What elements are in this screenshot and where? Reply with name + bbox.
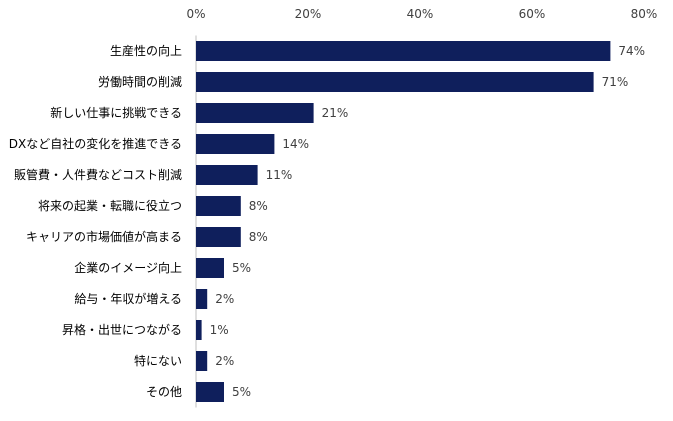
value-label: 21% (322, 106, 349, 120)
category-label: 特にない (134, 353, 182, 368)
x-tick-label: 80% (631, 7, 658, 21)
bar (196, 227, 241, 247)
value-label: 8% (249, 199, 268, 213)
x-tick-label: 0% (186, 7, 205, 21)
value-label: 5% (232, 385, 251, 399)
bar (196, 382, 224, 402)
value-label: 71% (602, 75, 629, 89)
category-label: その他 (146, 385, 182, 399)
bar (196, 351, 208, 371)
category-label: 生産性の向上 (110, 43, 182, 58)
bar (196, 41, 611, 61)
bar (196, 196, 241, 216)
x-tick-label: 20% (295, 7, 322, 21)
x-tick-label: 40% (407, 7, 434, 21)
value-label: 2% (215, 354, 234, 368)
category-label: 昇格・出世につながる (62, 322, 182, 337)
category-label: DXなど自社の変化を推進できる (9, 136, 182, 151)
category-label: 販管費・人件費などコスト削減 (14, 167, 182, 182)
value-label: 74% (618, 44, 645, 58)
value-label: 1% (210, 323, 229, 337)
x-tick-label: 60% (519, 7, 546, 21)
value-label: 2% (215, 292, 234, 306)
bar (196, 103, 314, 123)
bar (196, 258, 224, 278)
bar (196, 289, 208, 309)
value-label: 14% (282, 137, 309, 151)
bar (196, 320, 202, 340)
category-label: キャリアの市場価値が高まる (26, 229, 182, 244)
bar (196, 134, 275, 154)
category-label: 労働時間の削減 (98, 74, 182, 89)
value-label: 11% (266, 168, 293, 182)
category-label: 給与・年収が増える (74, 291, 182, 306)
category-label: 企業のイメージ向上 (74, 260, 182, 275)
category-label: 将来の起業・転職に役立つ (38, 198, 182, 213)
bar (196, 165, 258, 185)
value-label: 5% (232, 261, 251, 275)
category-label: 新しい仕事に挑戦できる (50, 105, 182, 120)
bar (196, 72, 594, 92)
value-label: 8% (249, 230, 268, 244)
